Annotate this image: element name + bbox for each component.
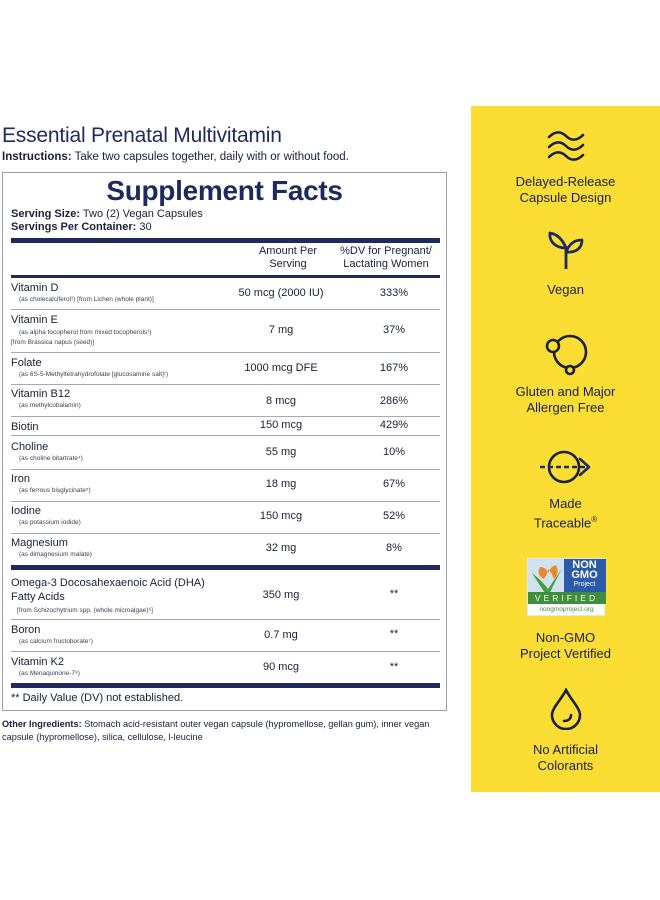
circles-icon [545,334,587,376]
nutrient-row-vitamin-d: Vitamin D (as cholecalciferol¹) [from Li… [11,282,409,303]
badge-url: nongmoproject.org [539,606,594,613]
divider-thin [11,501,440,502]
other-ingredients-text: Stomach acid-resistant outer vegan capsu… [2,719,430,742]
feature-label: Made Traceable® [533,496,598,531]
divider-thick [11,238,440,243]
nutrient-row-vitamin-e: Vitamin E (as alpha tocopherol from mixe… [11,314,406,346]
waves-icon [547,131,584,161]
divider-thin [11,435,440,436]
instructions: Instructions: Take two capsules together… [2,151,349,163]
divider-thin [11,651,440,652]
feature-made-traceable: Made Traceable® [471,448,660,531]
divider-thick [11,565,440,570]
instructions-label: Instructions: [2,151,72,163]
sprout-icon [548,231,583,269]
feature-label: No Artificial Colorants [532,742,599,773]
feature-allergen-free: Gluten and Major Allergen Free [471,332,660,416]
serving-info: Serving Size: Two (2) Vegan Capsules Ser… [11,208,203,234]
col-header-amount: Amount Per Serving [258,245,318,270]
divider-thin [11,309,440,310]
divider-thin [11,416,440,417]
serving-size-label: Serving Size: [11,208,81,220]
non-gmo-badge: NON GMO Project VERIFIED nongmoproject.or… [526,558,606,616]
nutrient-row-iron: Iron (as ferrous bisglycinate⁵) 18 mg 67… [11,473,406,494]
feature-non-gmo: NON GMO Project VERIFIED nongmoproject.or… [471,558,660,662]
badge-project: Project [573,581,596,588]
divider-medium [11,275,440,278]
dv-footnote: ** Daily Value (DV) not established. [11,692,184,704]
divider-thin [11,469,440,470]
droplet-icon [550,688,581,730]
divider-thick [11,683,440,688]
feature-label: Non-GMO Project Vertified [519,630,612,661]
supplement-facts-panel: Supplement Facts Serving Size: Two (2) V… [2,172,447,711]
servings-per-container-label: Servings Per Container: [11,221,137,233]
product-title: Essential Prenatal Multivitamin [2,124,282,147]
nutrient-row-magnesium: Magnesium (as dimagnesium malate) 32 mg … [11,537,402,558]
facts-title: Supplement Facts [106,175,343,206]
nutrient-row-biotin: Biotin 150 mcg 429% [11,419,409,433]
nutrient-row-iodine: Iodine (as potassium iodide) 150 mcg 52% [11,505,406,526]
other-ingredients: Other Ingredients: Stomach acid-resistan… [2,718,457,744]
divider-thin [11,352,440,353]
feature-no-artificial-colorants: No Artificial Colorants [471,688,660,774]
other-ingredients-label: Other Ingredients: [2,719,82,729]
serving-size-value: Two (2) Vegan Capsules [80,208,203,220]
badge-verified: VERIFIED [534,593,599,603]
feature-label: Delayed-Release Capsule Design [515,174,616,205]
butterfly-icon [527,559,606,604]
feature-label: Vegan [547,282,584,297]
instructions-text: Take two capsules together, daily with o… [71,151,349,163]
nutrient-row-vitamin-k2: Vitamin K2 (as Menaquinone-7⁸) 90 mcg ** [11,656,399,677]
feature-label: Gluten and Major Allergen Free [515,384,616,415]
feature-delayed-release: Delayed-Release Capsule Design [471,130,660,206]
servings-per-container-value: 30 [136,221,152,233]
features-panel: Delayed-Release Capsule Design Vegan Glut… [471,106,660,792]
traceable-arrow-icon [539,450,590,484]
feature-vegan: Vegan [471,230,660,298]
divider-thin [11,384,440,385]
nutrient-row-folate: Folate (as 6S-5-Methyltetrahydrofolate [… [11,357,409,378]
col-header-dv: %DV for Pregnant/Lactating Women [340,245,432,270]
divider-thin [11,619,440,620]
nutrient-row-boron: Boron (as calcium fructoborate⁷) 0.7 mg … [11,624,399,645]
nutrient-row-choline: Choline (as choline bitartrate⁴) 55 mg 1… [11,441,406,462]
divider-thin [11,533,440,534]
nutrient-row-omega-3-dha: Omega-3 Docosahexaenoic Acid (DHA) Fatty… [11,577,399,614]
badge-text: NON GMO [571,559,598,581]
nutrient-row-vitamin-b12: Vitamin B12 (as methylcobalamin) 8 mcg 2… [11,388,409,409]
